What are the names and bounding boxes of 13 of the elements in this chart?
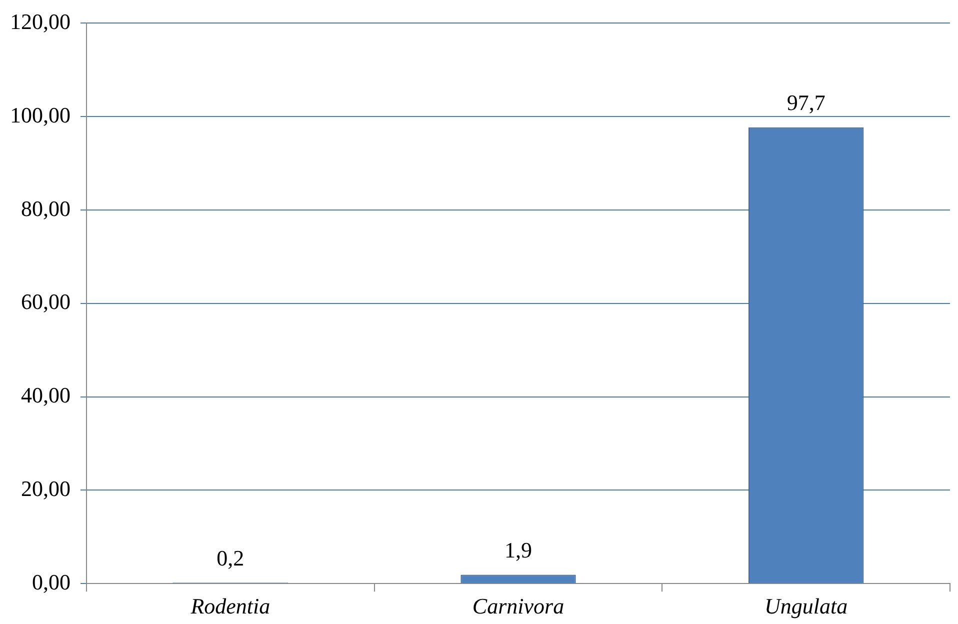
y-tick-label: 60,00 [21,289,70,314]
data-label: 97,7 [786,90,826,116]
y-tick-label: 80,00 [21,196,70,221]
y-tick-label: 100,00 [10,102,70,128]
x-tick-label: Ungulata [764,594,848,619]
y-tick-label: 20,00 [21,476,70,501]
data-label: 1,9 [504,538,532,563]
x-tick-label: Carnivora [472,594,564,619]
x-tick-label: Rodentia [190,594,270,619]
y-tick-label: 40,00 [21,382,70,408]
y-tick-label: 120,00 [10,8,70,34]
data-label: 0,2 [216,545,244,570]
y-tick-label: 0,00 [32,569,70,594]
